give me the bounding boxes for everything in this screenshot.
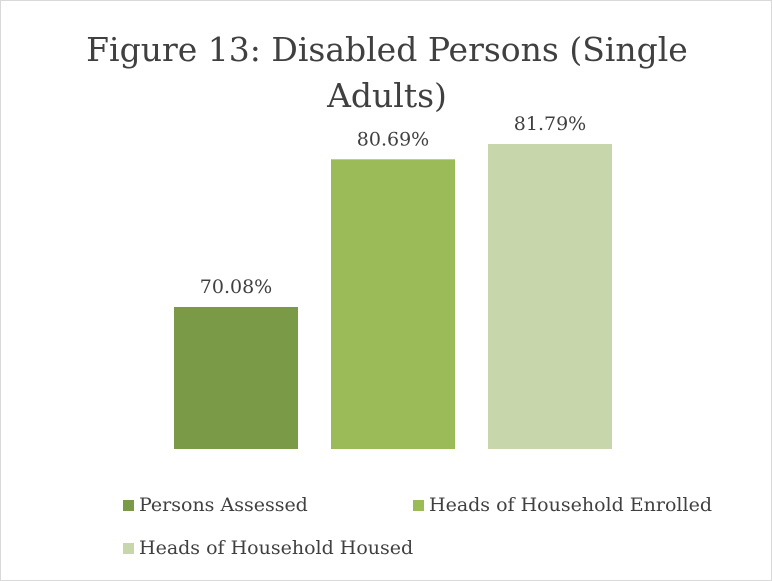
data-label-2: 80.69% bbox=[357, 128, 429, 150]
data-label-3: 81.79% bbox=[514, 113, 586, 135]
bar-2 bbox=[331, 159, 455, 449]
data-label-1: 70.08% bbox=[200, 276, 272, 298]
bar-1 bbox=[174, 307, 298, 449]
chart-title: Figure 13: Disabled Persons (Single Adul… bbox=[86, 30, 688, 115]
bar-3 bbox=[488, 144, 612, 449]
